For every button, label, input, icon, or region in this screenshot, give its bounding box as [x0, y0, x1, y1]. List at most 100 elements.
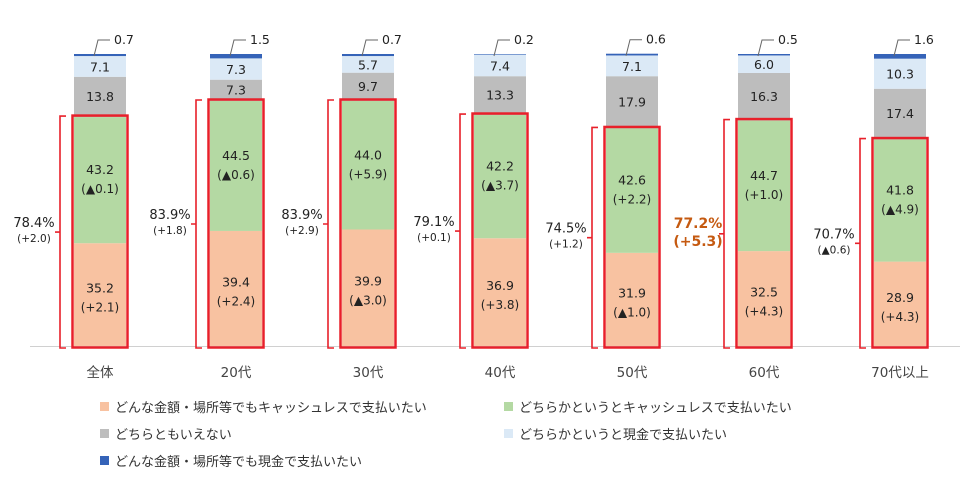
total-change-label: (▲0.6): [818, 244, 851, 256]
bar-segment: [606, 252, 658, 346]
bar-segment: [74, 243, 126, 346]
bar-segment: [342, 101, 394, 230]
legend-item-cashless-rather: どちらかというとキャッシュレスで支払いたい: [504, 397, 792, 416]
total-change-label: (+5.3): [673, 234, 722, 250]
bar-segment: [210, 101, 262, 231]
bar-segment: [874, 261, 926, 346]
bar-segment: [738, 72, 790, 121]
change-label: (+2.2): [613, 193, 652, 207]
legend-label: どちらともいえない: [115, 428, 232, 443]
data-label: 0.5: [778, 32, 798, 47]
bar-segment: [474, 238, 526, 346]
category-label: 40代: [485, 365, 516, 381]
data-label: 6.0: [754, 57, 774, 72]
bar-segment: [474, 76, 526, 116]
change-label: (+5.9): [349, 167, 388, 181]
bar-segment: [606, 76, 658, 129]
bar-segment: [210, 230, 262, 346]
change-label: (▲3.7): [481, 179, 519, 193]
data-label: 28.9: [886, 290, 914, 305]
leader-line: [625, 39, 642, 56]
data-label: 7.1: [622, 59, 642, 74]
total-change-label: (+1.8): [153, 225, 187, 237]
bar-segment: [738, 54, 790, 56]
bar-segment: [342, 229, 394, 346]
data-label: 42.6: [618, 173, 646, 188]
highlight-box: [207, 98, 265, 349]
data-label: 0.7: [114, 32, 134, 47]
bar-segment: [74, 76, 126, 118]
total-label: 74.5%: [545, 222, 586, 237]
bar-segment: [342, 56, 394, 73]
category-label: 全体: [87, 364, 114, 381]
total-change-label: (+0.1): [417, 232, 451, 244]
data-label: 0.7: [382, 32, 402, 47]
legend-item-cash-rather: どちらかというと現金で支払いたい: [504, 424, 727, 443]
change-label: (▲0.1): [81, 182, 119, 196]
total-change-label: (+1.2): [549, 239, 583, 251]
leader-line: [893, 39, 910, 57]
bracket: [455, 113, 466, 349]
legend-label: どんな金額・場所等でも現金で支払いたい: [115, 455, 363, 470]
bar-segment: [738, 251, 790, 346]
bar-segment: [606, 53, 658, 56]
change-label: (▲4.9): [881, 203, 919, 217]
change-label: (+1.0): [745, 188, 784, 202]
change-label: (▲0.6): [217, 168, 255, 182]
bar-segment: [738, 55, 790, 73]
total-label: 78.4%: [13, 216, 54, 231]
stacked-bar-chart: 35.2 (+2.1) 43.2 (▲0.1) 13.8 7.1 0.7 78.4% (+2.0…: [13, 32, 960, 381]
bar-segment: [874, 88, 926, 140]
bar-segment: [606, 128, 658, 253]
data-label: 36.9: [486, 278, 514, 293]
change-label: (+3.8): [481, 298, 520, 312]
bar-segment: [210, 58, 262, 80]
data-label: 39.9: [354, 274, 382, 289]
bracket: [191, 99, 202, 349]
bar-segment: [606, 55, 658, 77]
bracket: [55, 115, 66, 349]
data-label: 9.7: [358, 79, 378, 94]
category-label: 30代: [353, 365, 384, 381]
change-label: (▲3.0): [349, 294, 387, 308]
legend-item-cash-any: どんな金額・場所等でも現金で支払いたい: [100, 451, 362, 470]
bracket: [323, 99, 334, 349]
total-label: 79.1%: [413, 215, 454, 230]
bar-segment: [74, 54, 126, 57]
highlight-box: [603, 125, 661, 349]
highlight-box: [735, 117, 793, 349]
category-label: 20代: [221, 365, 252, 381]
legend-swatch: [504, 402, 513, 411]
total-label: 83.9%: [281, 208, 322, 223]
total-label: 70.7%: [813, 227, 854, 242]
bar-segment: [74, 117, 126, 244]
data-label: 1.5: [250, 32, 270, 47]
total-label: 83.9%: [149, 208, 190, 223]
legend-item-cashless-any: どんな金額・場所等でもキャッシュレスで支払いたい: [100, 397, 427, 416]
legend-label: どんな金額・場所等でもキャッシュレスで支払いたい: [115, 401, 427, 416]
bracket: [719, 118, 730, 349]
leader-line: [757, 39, 774, 57]
bar-segment: [210, 54, 262, 59]
leader-line: [493, 39, 510, 57]
data-label: 7.4: [490, 58, 510, 73]
legend-label: どちらかというと現金で支払いたい: [519, 428, 728, 443]
bar-segment: [74, 56, 126, 77]
data-label: 16.3: [750, 89, 778, 104]
legend-swatch: [504, 429, 513, 438]
bracket: [587, 126, 598, 349]
bar-segment: [874, 58, 926, 89]
leader-line: [361, 39, 378, 57]
total-change-label: (+2.0): [17, 233, 51, 245]
data-label: 7.3: [226, 82, 246, 97]
legend-item-neither: どちらともいえない: [100, 424, 232, 443]
bar-segment: [474, 54, 526, 55]
bracket: [855, 137, 866, 349]
data-label: 42.2: [486, 159, 514, 174]
data-label: 17.9: [618, 94, 646, 109]
change-label: (+4.3): [881, 310, 920, 324]
data-label: 17.4: [886, 106, 914, 121]
legend-swatch: [100, 402, 109, 411]
bar-segment: [874, 54, 926, 59]
data-label: 39.4: [222, 274, 250, 289]
